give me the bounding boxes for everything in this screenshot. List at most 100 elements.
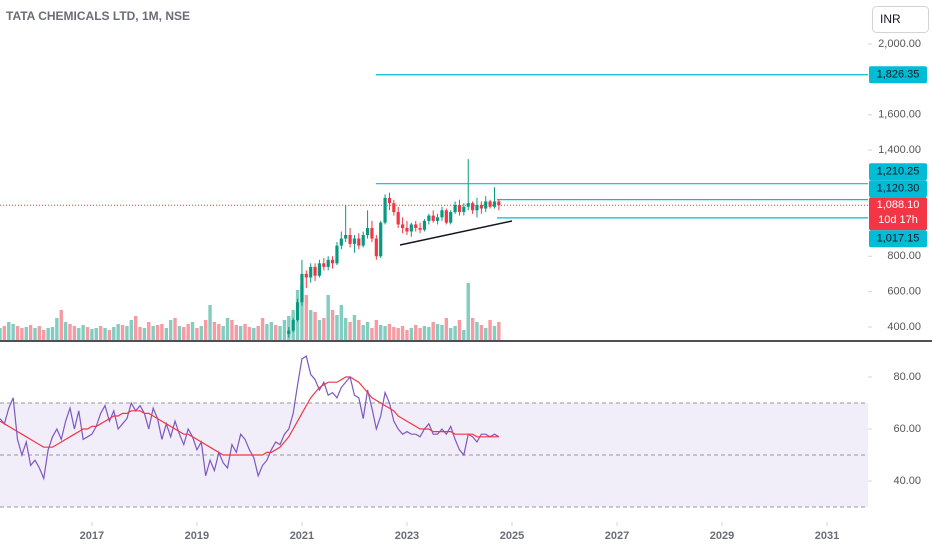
x-tick-label: 2029 <box>710 530 734 542</box>
y-tick-label: 1,400.00 <box>878 144 921 156</box>
x-tick-label: 2025 <box>500 530 524 542</box>
volume-bar <box>33 328 37 340</box>
countdown-label: 10d 17h <box>878 214 918 226</box>
candle-body <box>414 224 418 228</box>
volume-bar <box>265 324 269 340</box>
candle-body <box>374 238 378 257</box>
volume-bar <box>203 320 208 340</box>
volume-bar <box>81 325 85 340</box>
candle-body <box>352 238 357 244</box>
volume-bar <box>221 326 225 340</box>
volume-bar <box>448 328 453 340</box>
candle-body <box>379 222 383 257</box>
volume-bar <box>103 328 107 340</box>
price-pane <box>0 74 868 340</box>
volume-bar <box>129 320 133 340</box>
volume-bar <box>352 315 357 340</box>
volume-bar <box>348 322 352 340</box>
rsi-line <box>0 376 499 456</box>
y-tick-label: 2,000.00 <box>878 38 921 50</box>
volume-bar <box>238 326 243 340</box>
candle-body <box>409 224 413 232</box>
volume-bar <box>177 326 182 340</box>
last-price-label: 1,088.10 <box>877 199 920 211</box>
volume-bar <box>173 318 177 340</box>
y-tick-label: 800.00 <box>887 250 921 262</box>
volume-bar <box>247 327 252 340</box>
volume-bar <box>326 295 330 340</box>
volume-bar <box>94 328 98 340</box>
volume-bar <box>50 327 55 340</box>
x-tick-label: 2031 <box>815 530 839 542</box>
candle-body <box>457 204 462 213</box>
volume-bar <box>361 325 365 340</box>
y-tick-label: 40.00 <box>893 475 921 487</box>
candle-body <box>317 263 322 276</box>
volume-bar <box>418 328 422 340</box>
volume-bar <box>440 325 444 340</box>
candle-body <box>453 204 457 213</box>
level-label: 1,017.15 <box>877 233 920 245</box>
volume-bar <box>116 324 120 340</box>
volume-bar <box>85 327 90 340</box>
volume-bar <box>370 328 374 340</box>
volume-bar <box>195 328 199 340</box>
volume-bar <box>55 318 59 340</box>
candle-body <box>344 235 348 239</box>
volume-bar <box>160 324 164 340</box>
candle-body <box>326 259 330 267</box>
volume-bar <box>68 324 72 340</box>
candle-body <box>348 235 352 244</box>
y-tick-label: 80.00 <box>893 371 921 383</box>
candle-body <box>392 203 396 213</box>
volume-bar <box>138 327 142 340</box>
volume-bar <box>2 326 7 340</box>
volume-bar <box>453 326 457 340</box>
level-box <box>869 163 927 181</box>
volume-bar <box>309 310 313 340</box>
last-price-box <box>869 197 927 231</box>
volume-bar <box>46 328 50 340</box>
candle-body <box>357 238 361 246</box>
volume-bar <box>59 310 63 340</box>
candle-body <box>295 302 300 320</box>
candle-body <box>444 210 448 223</box>
volume-bar <box>405 330 409 340</box>
volume-bar <box>37 326 42 340</box>
candle-body <box>405 227 409 232</box>
candle-body <box>475 204 479 211</box>
volume-bar <box>234 325 238 340</box>
candle-body <box>440 210 444 218</box>
y-tick-label: 400.00 <box>887 321 921 333</box>
volume-bar <box>304 295 308 340</box>
volume-bar <box>112 327 116 340</box>
volume-bar <box>497 322 501 340</box>
volume-bar <box>155 325 160 340</box>
volume-bar <box>164 328 169 340</box>
volume-bar <box>190 322 195 340</box>
volume-bar <box>72 326 77 340</box>
chart-title: TATA CHEMICALS LTD, 1M, NSE <box>6 9 190 23</box>
volume-bar <box>63 322 68 340</box>
volume-bar <box>484 328 488 340</box>
volume-bar <box>20 328 24 340</box>
candle-body <box>313 266 317 276</box>
candle-body <box>431 215 435 221</box>
volume-bar <box>151 326 155 340</box>
volume-bar <box>0 328 2 340</box>
candle-body <box>291 319 295 331</box>
volume-bar <box>322 318 326 340</box>
volume-bar <box>374 320 379 340</box>
currency-label[interactable]: INR <box>880 12 901 26</box>
candle-body <box>335 245 339 264</box>
x-tick-label: 2023 <box>395 530 419 542</box>
volume-bar <box>409 328 414 340</box>
volume-bar <box>225 318 230 340</box>
volume-bar <box>339 305 344 340</box>
candle-body <box>300 273 304 303</box>
currency-button[interactable] <box>872 6 929 33</box>
level-box <box>869 66 927 84</box>
volume-bar <box>392 327 396 340</box>
volume-bar <box>42 330 46 340</box>
